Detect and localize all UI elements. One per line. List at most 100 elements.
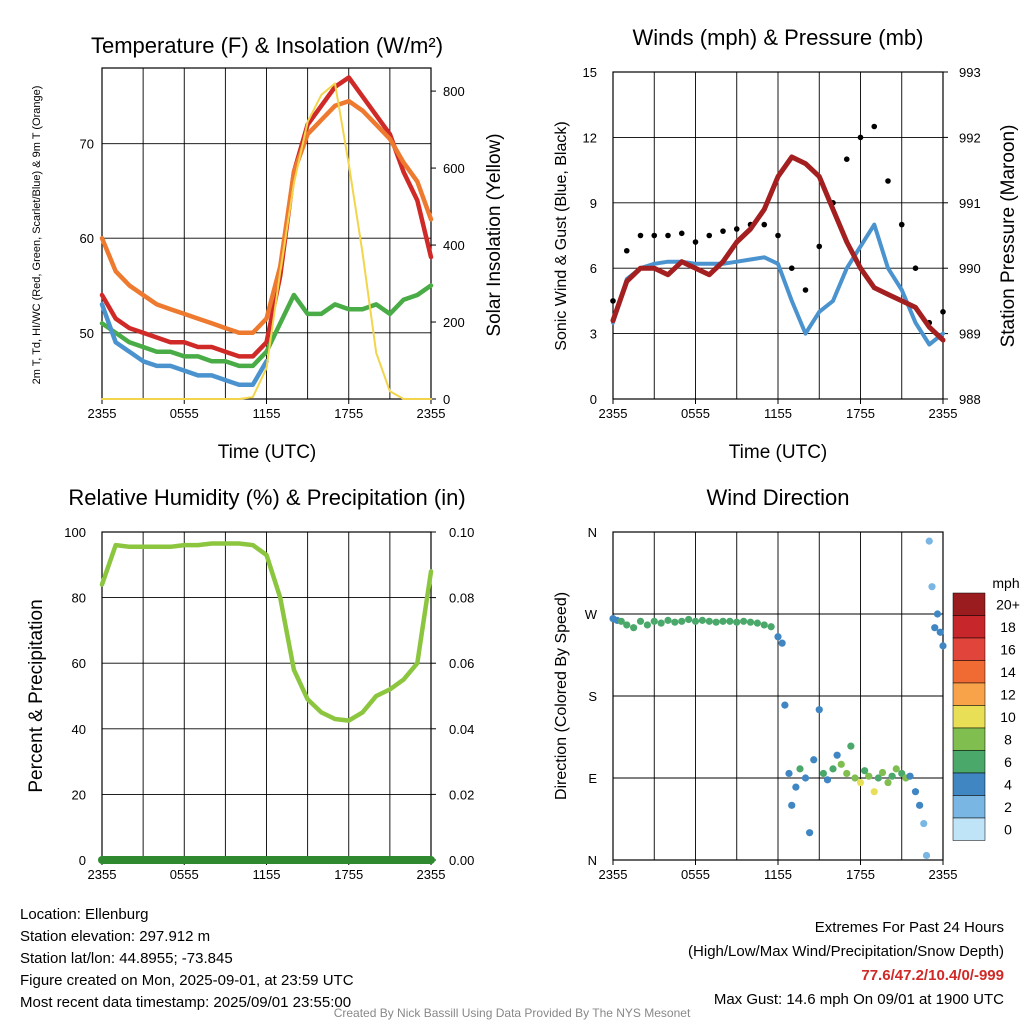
humidity-panel: Relative Humidity (%) & Precipitation (i…	[26, 485, 474, 882]
gust-point	[871, 123, 878, 130]
wind-direction-point	[933, 610, 942, 618]
wind-direction-point	[837, 760, 845, 768]
temperature-xtick-label: 2355	[417, 406, 446, 421]
wind-direction-point	[617, 617, 625, 625]
wind-direction-xtick-label: 1155	[764, 867, 792, 882]
temperature-rtick-label: 400	[443, 238, 465, 253]
winds-title: Winds (mph) & Pressure (mb)	[633, 25, 924, 50]
humidity-ytick-label: 80	[72, 591, 86, 606]
wind-direction-point	[801, 774, 810, 782]
humidity-ytick-label: 100	[64, 525, 86, 540]
wind-direction-point	[781, 701, 789, 709]
temperature-xtick-label: 0555	[170, 406, 199, 421]
extremes-title: Extremes For Past 24 Hours	[814, 919, 1004, 936]
wind-direction-point	[865, 772, 873, 780]
winds-rtick-label: 989	[959, 327, 981, 342]
temperature-xtick-label: 1755	[334, 406, 363, 421]
legend-label: 12	[1000, 686, 1016, 702]
winds-ytick-label: 15	[583, 65, 597, 80]
gust-point	[678, 230, 685, 237]
legend-label: 6	[1004, 754, 1012, 770]
wind-direction-point	[788, 801, 796, 809]
wind-direction-xtick-label: 0555	[681, 867, 710, 882]
humidity-xtick-label: 2355	[417, 867, 446, 882]
humidity-xtick-label: 1155	[253, 867, 281, 882]
precip-rtick-label: 0.02	[449, 787, 474, 802]
gust-point	[692, 239, 699, 245]
legend-label: 14	[1000, 664, 1016, 680]
legend-swatch	[952, 750, 986, 774]
wind-direction-point	[892, 765, 900, 773]
wind-direction-point	[664, 616, 672, 624]
temperature-series-line	[99, 302, 269, 388]
legend-swatch	[952, 660, 986, 684]
wind-direction-point	[906, 772, 914, 780]
wind-direction-point	[753, 619, 761, 627]
winds-left-ylabel: Sonic Wind & Gust (Blue, Black)	[553, 121, 570, 350]
legend-swatch	[952, 795, 986, 819]
legend-label: 18	[1000, 619, 1016, 635]
winds-xtick-label: 0555	[681, 406, 710, 421]
wind-direction-point	[925, 537, 933, 545]
winds-rtick-label: 991	[959, 196, 981, 211]
temperature-rtick-label: 600	[443, 161, 465, 176]
wind-direction-point	[685, 615, 693, 624]
wind-direction-xtick-label: 1755	[846, 867, 875, 882]
gust-point	[623, 247, 630, 254]
temperature-right-ylabel: Solar Insolation (Yellow)	[484, 133, 505, 336]
legend-label: 2	[1004, 799, 1012, 815]
gust-point	[857, 134, 864, 141]
wind-direction-point	[785, 769, 793, 778]
legend-label: 16	[1000, 641, 1016, 657]
wind-direction-point	[833, 751, 841, 759]
wind-direction-point	[767, 623, 775, 631]
wind-direction-panel: Wind Direction Direction (Colored By Spe…	[553, 485, 1020, 882]
humidity-xtick-label: 1755	[334, 867, 363, 882]
winds-ytick-label: 9	[590, 196, 597, 211]
extremes-box: Extremes For Past 24 Hours (High/Low/Max…	[688, 916, 1004, 1012]
temperature-left-ylabel: 2m T, Td, HI/WC (Red, Green, Scarlet/Blu…	[31, 86, 43, 385]
wind-direction-point	[650, 617, 658, 625]
wind-direction-point	[939, 642, 947, 650]
wind-direction-point	[678, 617, 686, 625]
winds-rtick-label: 993	[959, 65, 981, 80]
temperature-xtick-label: 2355	[88, 406, 117, 421]
rh-series-line	[99, 541, 434, 723]
wind-direction-point	[829, 765, 837, 773]
winds-xtick-label: 2355	[599, 406, 628, 421]
legend-label: 0	[1004, 821, 1012, 837]
wind-direction-point	[671, 618, 679, 626]
wind-direction-title: Wind Direction	[706, 485, 849, 510]
wind-direction-point	[851, 774, 859, 782]
gust-point	[898, 221, 905, 228]
wind-direction-point	[636, 617, 645, 625]
wind-direction-point	[870, 788, 878, 796]
wind-direction-point	[898, 769, 906, 778]
wind-direction-point	[691, 617, 700, 625]
legend-label: 20+	[996, 596, 1020, 612]
wind-direction-point	[740, 617, 748, 625]
wind-direction-xtick-label: 2355	[929, 867, 958, 882]
winds-panel: Winds (mph) & Pressure (mb) Sonic Wind &…	[553, 25, 1019, 463]
humidity-xtick-label: 0555	[170, 867, 199, 882]
legend-label: 4	[1004, 776, 1012, 792]
wind-direction-point	[796, 765, 804, 773]
credit-text: Created By Nick Bassill Using Data Provi…	[333, 1006, 691, 1020]
winds-rtick-label: 990	[959, 261, 981, 276]
temperature-rtick-label: 800	[443, 84, 465, 99]
wind-direction-point	[819, 769, 827, 778]
wind-direction-point	[815, 706, 823, 714]
precip-rtick-label: 0.08	[449, 591, 474, 606]
winds-xtick-label: 2355	[929, 406, 958, 421]
wind-direction-point	[806, 829, 814, 837]
wind-direction-point	[878, 768, 887, 777]
wind-direction-point	[931, 624, 939, 632]
gust-point	[665, 232, 671, 239]
wind-direction-point	[888, 772, 896, 780]
gust-point	[651, 232, 658, 239]
wind-direction-point	[874, 774, 882, 782]
humidity-ytick-label: 60	[72, 656, 86, 671]
winds-xlabel: Time (UTC)	[729, 442, 828, 463]
wind-direction-point	[922, 851, 931, 860]
legend-swatch	[952, 592, 986, 616]
